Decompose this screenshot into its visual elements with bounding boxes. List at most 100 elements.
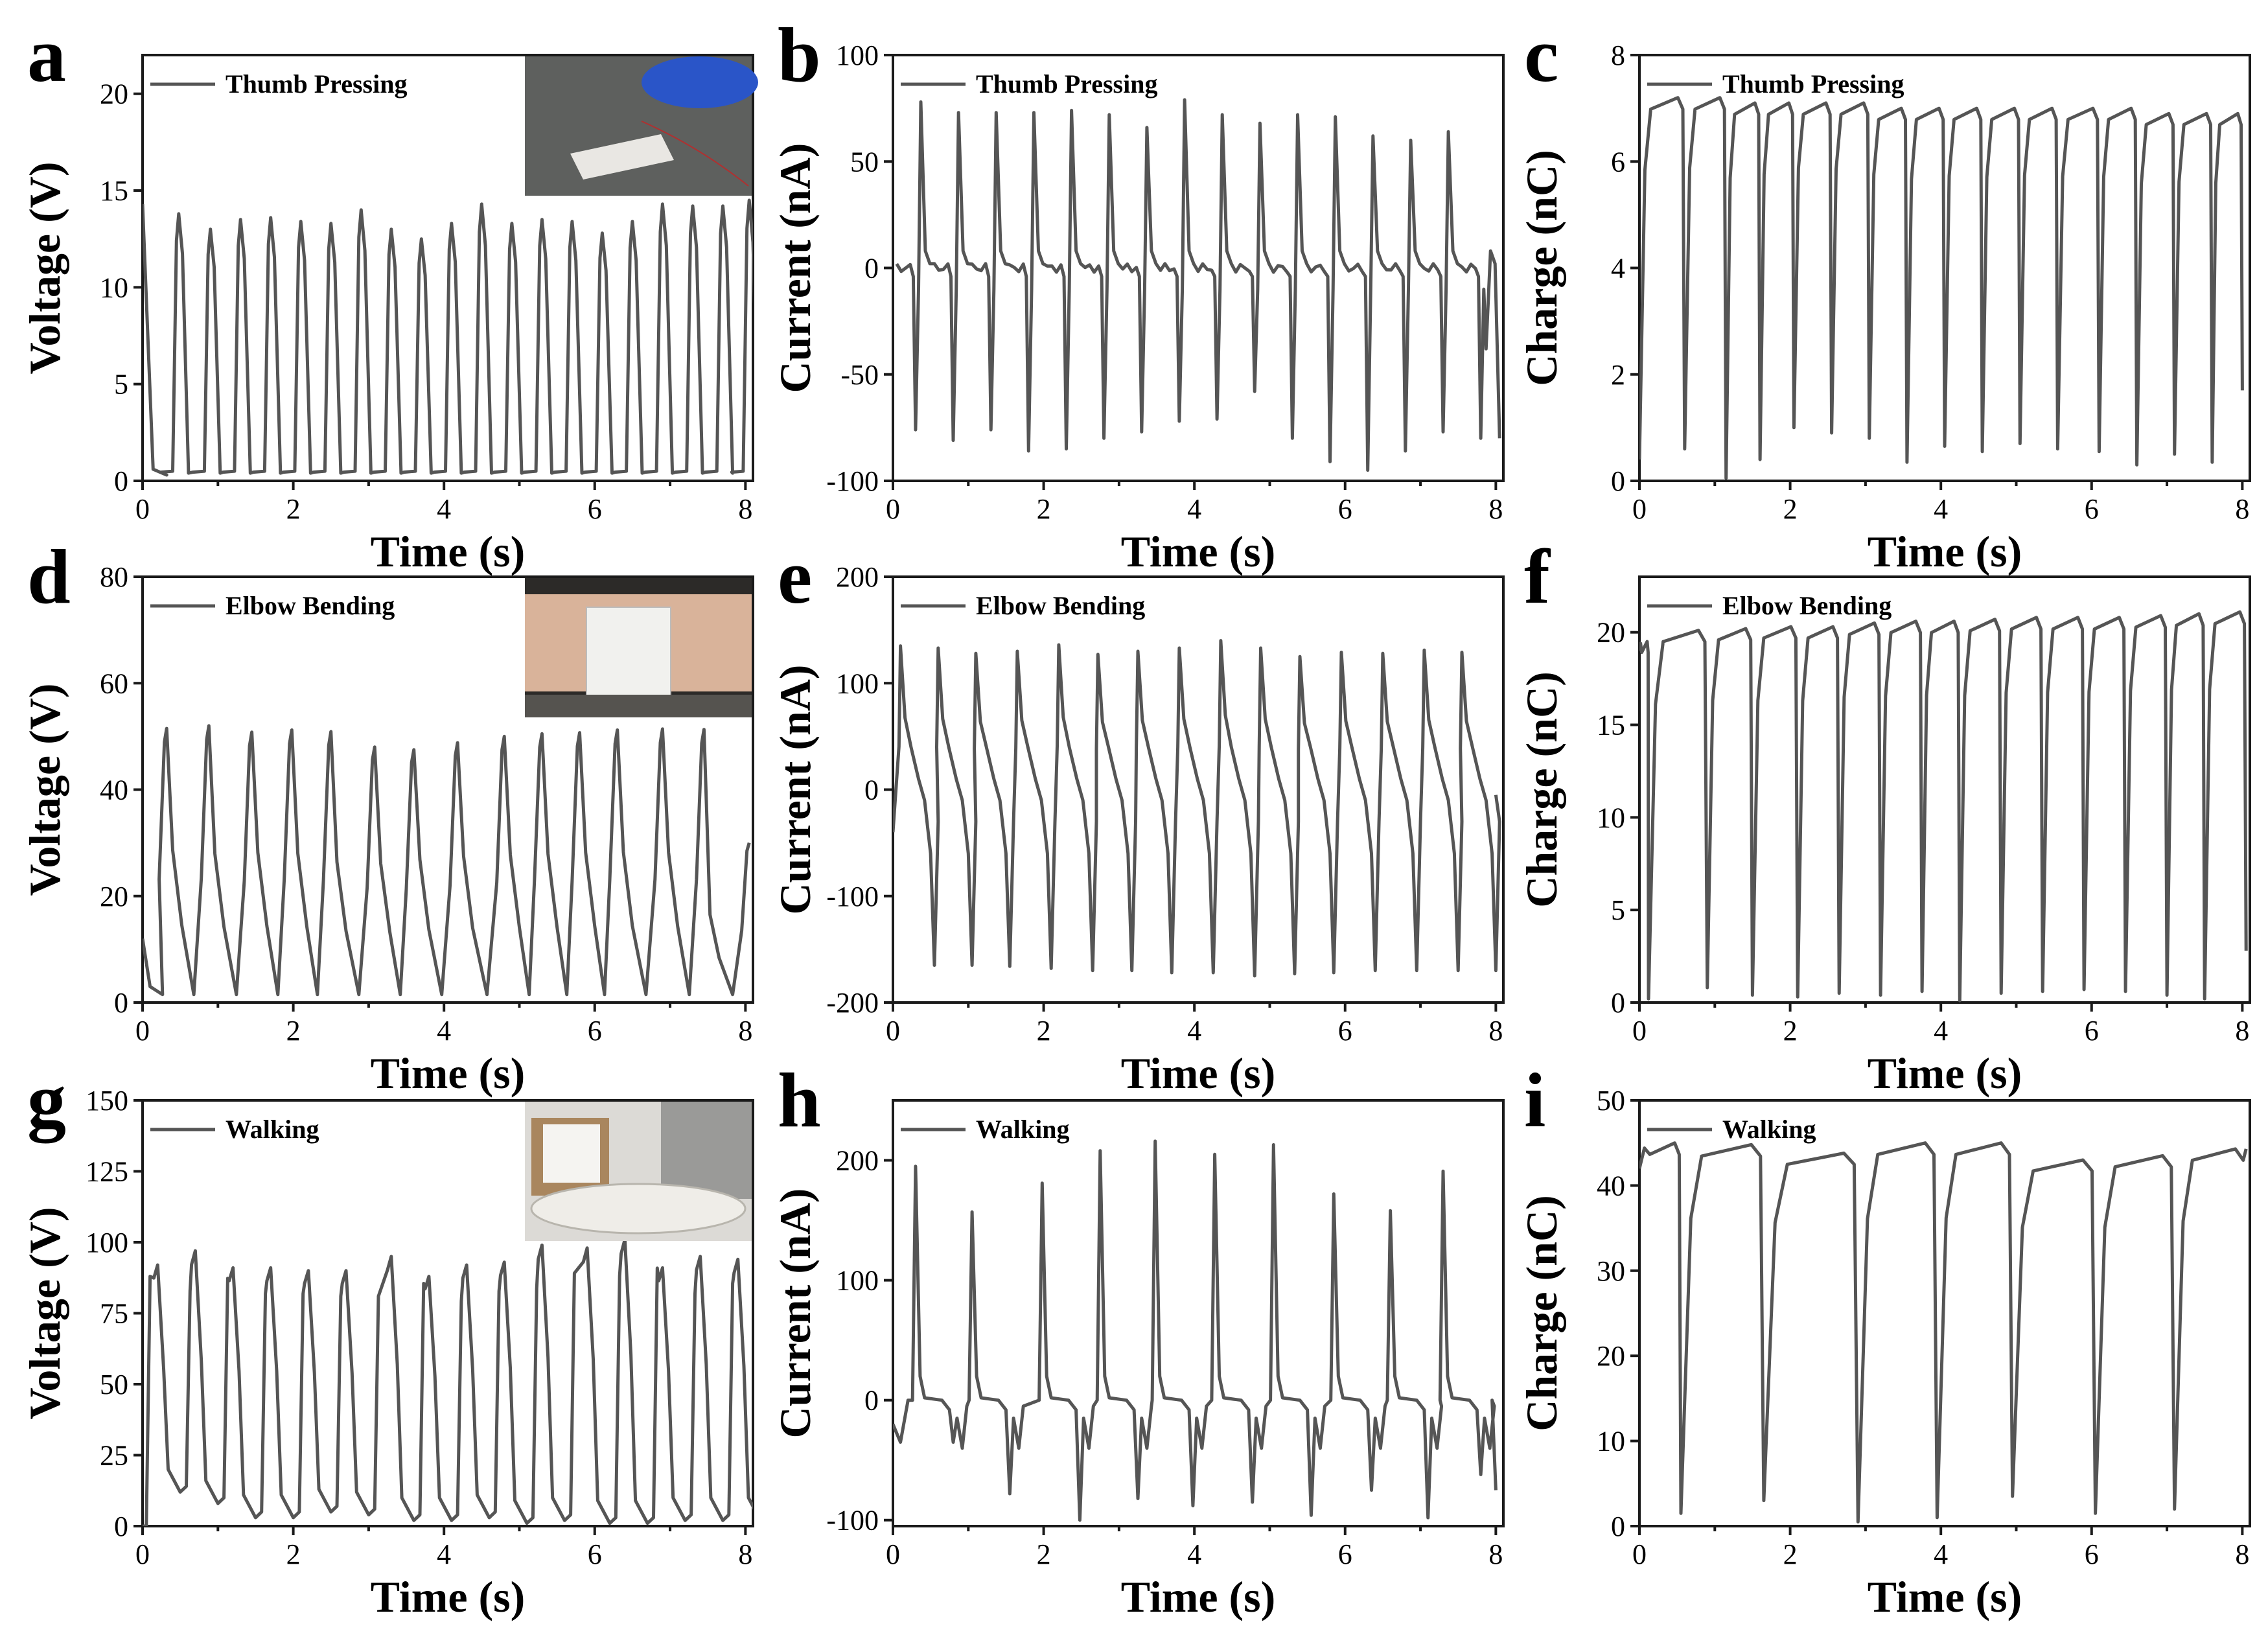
y-tick-label: 20 bbox=[1597, 617, 1625, 649]
panel-letter-b: b bbox=[778, 12, 821, 98]
legend-label: Thumb Pressing bbox=[226, 69, 407, 99]
x-tick-label: 8 bbox=[738, 493, 752, 525]
x-tick-label: 2 bbox=[1037, 1015, 1051, 1047]
series-line-c bbox=[1639, 96, 2244, 480]
x-tick-label: 8 bbox=[2235, 493, 2249, 525]
series-line-i bbox=[1639, 1141, 2248, 1524]
x-tick-label: 6 bbox=[2085, 1015, 2099, 1047]
y-tick-label: 15 bbox=[100, 175, 128, 207]
x-tick-label: 2 bbox=[1037, 493, 1051, 525]
y-tick-label: 50 bbox=[100, 1369, 128, 1400]
x-tick-label: 8 bbox=[738, 1538, 752, 1570]
x-tick-label: 2 bbox=[1783, 493, 1798, 525]
x-tick-label: 6 bbox=[588, 1538, 602, 1570]
legend-label: Elbow Bending bbox=[226, 591, 395, 620]
y-tick-label: 30 bbox=[1597, 1255, 1625, 1287]
x-axis-title: Time (s) bbox=[371, 1049, 526, 1098]
panel-letter-h: h bbox=[778, 1057, 821, 1143]
x-tick-label: 2 bbox=[1783, 1015, 1798, 1047]
y-tick-label: 10 bbox=[1597, 1426, 1625, 1457]
series-line-e bbox=[893, 639, 1501, 978]
chart-panel-a: a 0 2 4 6 8 0 5 10 15 20 Time (s) Voltage (V) Thumb P… bbox=[20, 12, 758, 576]
y-tick-label: 8 bbox=[1611, 40, 1625, 71]
chart-panel-c: c 0 2 4 6 8 0 2 4 6 8 Time (s) Charge (nC) Thumb Pres… bbox=[1517, 12, 2251, 576]
x-tick-label: 6 bbox=[2085, 1538, 2099, 1570]
y-tick-label: 40 bbox=[1597, 1170, 1625, 1201]
elbow-bending-photo bbox=[525, 578, 752, 717]
x-tick-label: 8 bbox=[2235, 1015, 2249, 1047]
x-tick-label: 0 bbox=[135, 1015, 150, 1047]
y-axis-title: Current (nA) bbox=[770, 1189, 820, 1439]
y-tick-label: 75 bbox=[100, 1298, 128, 1330]
x-axis-title: Time (s) bbox=[371, 527, 526, 576]
y-tick-label: 25 bbox=[100, 1440, 128, 1472]
y-axis-title: Current (nA) bbox=[770, 143, 820, 393]
x-tick-label: 8 bbox=[738, 1015, 752, 1047]
panel-letter-e: e bbox=[778, 533, 812, 620]
legend-label: Walking bbox=[226, 1115, 319, 1144]
x-tick-label: 6 bbox=[588, 1015, 602, 1047]
y-tick-label: 0 bbox=[1611, 987, 1625, 1019]
x-tick-label: 0 bbox=[135, 1538, 150, 1570]
y-tick-label: 5 bbox=[114, 369, 128, 400]
series-line-b bbox=[895, 98, 1501, 472]
y-tick-label: 80 bbox=[100, 561, 128, 593]
legend-label: Thumb Pressing bbox=[976, 69, 1157, 99]
series-line-d bbox=[143, 724, 751, 997]
y-tick-label: 100 bbox=[836, 40, 879, 71]
thumb-pressing-photo bbox=[525, 56, 758, 196]
panel-letter-c: c bbox=[1524, 12, 1558, 98]
x-tick-label: 4 bbox=[1187, 493, 1201, 525]
y-tick-label: 20 bbox=[1597, 1340, 1625, 1372]
legend-label: Elbow Bending bbox=[1722, 591, 1892, 620]
y-tick-label: 10 bbox=[100, 272, 128, 303]
x-tick-label: 4 bbox=[1934, 1015, 1948, 1047]
legend-label: Thumb Pressing bbox=[1722, 69, 1904, 99]
y-tick-label: 0 bbox=[1611, 1511, 1625, 1542]
y-axis-title: Charge (nC) bbox=[1517, 1195, 1566, 1432]
chart-panel-e: e 0 2 4 6 8 -200 -100 0 100 200 Time (s) Current (nA… bbox=[770, 533, 1505, 1098]
x-tick-label: 8 bbox=[1488, 1538, 1503, 1570]
y-tick-label: 60 bbox=[100, 667, 128, 699]
x-tick-label: 6 bbox=[1338, 493, 1352, 525]
y-tick-label: 5 bbox=[1611, 894, 1625, 926]
y-tick-label: 50 bbox=[850, 146, 879, 178]
x-axis-title: Time (s) bbox=[1121, 1049, 1276, 1098]
y-tick-label: 200 bbox=[836, 561, 879, 593]
series-line-f bbox=[1639, 610, 2248, 1003]
x-axis-title: Time (s) bbox=[1868, 1572, 2022, 1621]
x-axis-title: Time (s) bbox=[1868, 1049, 2022, 1098]
x-axis-title: Time (s) bbox=[1121, 527, 1276, 576]
y-tick-label: 10 bbox=[1597, 802, 1625, 833]
plot-frame bbox=[892, 1099, 1505, 1527]
y-tick-label: 0 bbox=[114, 987, 128, 1019]
x-tick-label: 2 bbox=[286, 493, 301, 525]
x-tick-label: 0 bbox=[886, 1538, 900, 1570]
x-tick-label: 6 bbox=[1338, 1015, 1352, 1047]
panel-letter-f: f bbox=[1524, 533, 1551, 620]
y-tick-label: -100 bbox=[826, 465, 879, 497]
y-axis-title: Voltage (V) bbox=[20, 684, 69, 896]
x-tick-label: 4 bbox=[437, 1538, 451, 1570]
plot-frame bbox=[1638, 1099, 2251, 1527]
y-tick-label: 0 bbox=[864, 1385, 879, 1417]
panel-letter-a: a bbox=[27, 12, 66, 98]
y-tick-label: 150 bbox=[86, 1085, 128, 1117]
y-tick-label: 0 bbox=[864, 253, 879, 284]
legend-label: Walking bbox=[1722, 1115, 1816, 1144]
plot-frame bbox=[1638, 575, 2251, 1004]
x-axis-title: Time (s) bbox=[1121, 1572, 1276, 1621]
x-tick-label: 0 bbox=[1632, 493, 1647, 525]
x-axis-title: Time (s) bbox=[371, 1572, 526, 1621]
x-tick-label: 8 bbox=[1488, 1015, 1503, 1047]
x-tick-label: 8 bbox=[2235, 1538, 2249, 1570]
panel-letter-d: d bbox=[27, 533, 71, 620]
x-tick-label: 6 bbox=[2085, 493, 2099, 525]
y-tick-label: 100 bbox=[836, 667, 879, 699]
y-axis-title: Charge (nC) bbox=[1517, 671, 1566, 908]
x-tick-label: 2 bbox=[286, 1015, 301, 1047]
plot-frame bbox=[892, 575, 1505, 1004]
